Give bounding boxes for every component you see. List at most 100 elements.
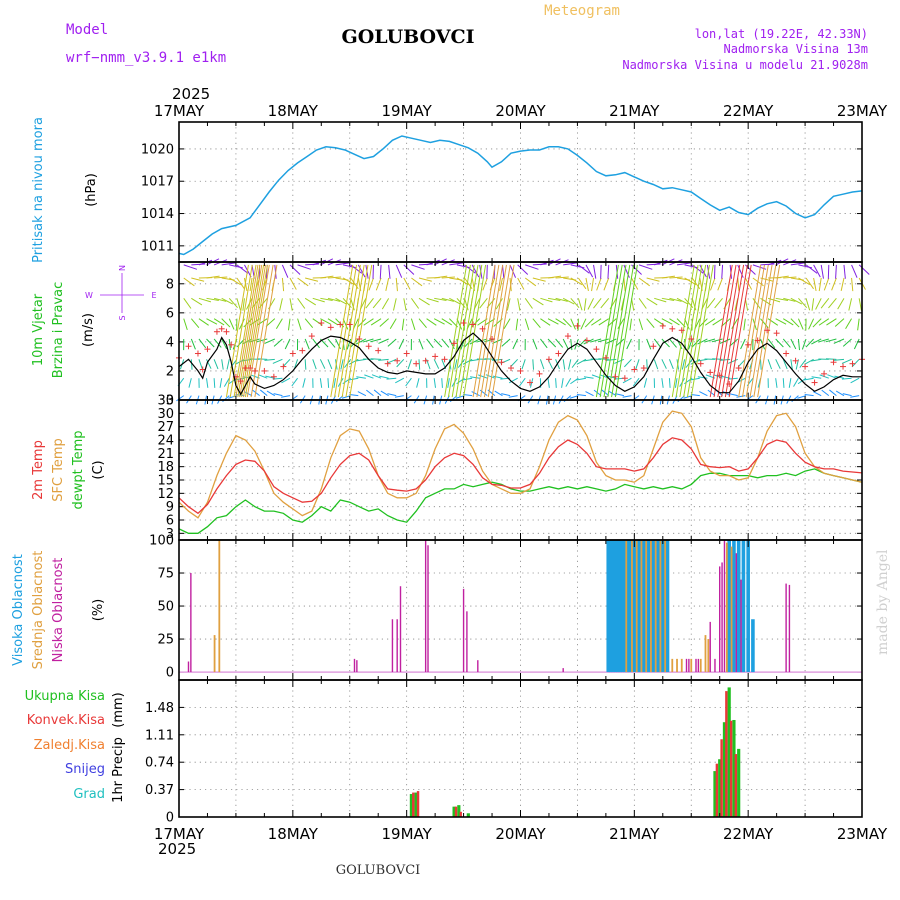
wind-arrow [646, 263, 661, 266]
wind-arrow [441, 318, 453, 326]
wind-arrow [265, 375, 275, 379]
station-title: GOLUBOVCI [341, 26, 474, 48]
wind-arrow [372, 297, 382, 309]
wind-arrow [583, 358, 594, 362]
year-bottom: 2025 [158, 840, 196, 858]
wind-streak [225, 264, 249, 398]
wind-arrow [501, 393, 511, 397]
wind-arrow [626, 338, 632, 350]
temp-ylabel-2: SFC Temp [51, 438, 66, 502]
wind-arrow [728, 377, 738, 380]
compass-east: E [151, 291, 156, 300]
meteogram-label: Meteogram [544, 3, 620, 19]
mid-cloud-bar [725, 542, 728, 673]
cloud-ylabel-2: Srednja Oblacnost [31, 551, 46, 670]
wind-arrow [284, 338, 291, 350]
wind-panel: 0 2 4 6 8 10m Vjetar Brzina i Pravac (m/s) N… [31, 258, 870, 409]
wind-arrow [827, 374, 837, 379]
low-cloud-bar [697, 658, 700, 673]
wind-streak [244, 264, 268, 398]
wind-streak [447, 264, 471, 398]
wind-streak [686, 264, 710, 398]
wind-streak [337, 264, 361, 398]
wind-arrow [593, 264, 597, 279]
wind-arrow [808, 318, 815, 330]
wind-arrow [818, 318, 830, 326]
wind-arrow [614, 358, 625, 364]
wind-arrow [275, 318, 283, 330]
wind-streak [349, 264, 373, 398]
wind-arrow [704, 338, 716, 343]
wind-arrow [577, 298, 583, 311]
wind-arrow [684, 277, 697, 286]
wind-arrow [213, 359, 219, 370]
mid-cloud-bar [690, 658, 693, 673]
wind-arrow [433, 378, 437, 388]
wind-arrow [236, 264, 249, 274]
wind-arrow [355, 358, 366, 362]
wind-arrow [411, 277, 423, 287]
wind-arrow [289, 264, 301, 275]
wind-arrow [289, 298, 293, 311]
low-cloud-bar [714, 658, 716, 673]
wind-arrow [851, 264, 858, 278]
wind-arrow [482, 277, 488, 291]
wind-arrow [297, 277, 309, 287]
wind-arrow [281, 277, 285, 292]
wind-arrow [661, 338, 670, 348]
wind-arrow [206, 275, 220, 279]
wind-arrow [256, 338, 268, 343]
wind-arrow [629, 318, 632, 331]
total-rain-bar [414, 792, 418, 817]
mid-cloud-bar [680, 658, 683, 673]
wind-arrow [834, 318, 845, 327]
wind-arrow [547, 275, 562, 279]
wind-streak [599, 264, 623, 398]
wind-arrow [320, 297, 333, 301]
legend-convective-rain: Konvek.Kisa [27, 713, 105, 728]
ytick-label: 1011 [141, 239, 174, 254]
wind-arrow [379, 264, 382, 279]
wind-arrow [282, 358, 291, 368]
wind-streak [603, 264, 627, 398]
low-cloud-bar [721, 562, 723, 673]
mid-cloud-bar [635, 540, 638, 673]
wind-arrow [327, 276, 342, 279]
wind-arrow [568, 359, 572, 370]
ytick-label: 0 [166, 666, 174, 681]
wind-arrow [517, 264, 529, 275]
ytick-label: 0 [166, 394, 174, 409]
low-cloud-bar [190, 573, 192, 673]
wind-arrow [348, 358, 359, 365]
wind-arrow [562, 338, 569, 350]
wind-arrow [521, 359, 526, 370]
wind-arrow [540, 318, 551, 326]
mid-cloud-bar [631, 540, 633, 673]
wind-arrow [790, 262, 805, 266]
total-rain-bar [457, 805, 461, 817]
wind-arrow [501, 338, 511, 347]
total-rain-bar [713, 771, 717, 817]
wind-arrow [441, 338, 450, 348]
wind-streak [246, 264, 270, 398]
mid-cloud-bar [699, 658, 702, 673]
wind-arrow [380, 390, 389, 397]
low-cloud-bar [685, 658, 688, 673]
wind-arrow [804, 358, 814, 365]
wind-arrow [346, 338, 352, 350]
wind-arrow [840, 277, 845, 291]
wind-arrow [449, 262, 464, 266]
low-cloud-bar [353, 658, 356, 673]
convective-rain-bar [715, 763, 719, 817]
wind-arrow [570, 297, 580, 309]
wind-arrow [540, 338, 548, 349]
legend-total-rain: Ukupna Kisa [25, 689, 105, 704]
wind-arrow [825, 338, 837, 343]
wind-streak [239, 264, 263, 398]
wind-arrow [378, 358, 389, 361]
wind-arrow [697, 376, 708, 379]
wind-arrow [289, 277, 297, 290]
wind-arrow [176, 395, 185, 402]
wind-arrow [767, 359, 773, 370]
